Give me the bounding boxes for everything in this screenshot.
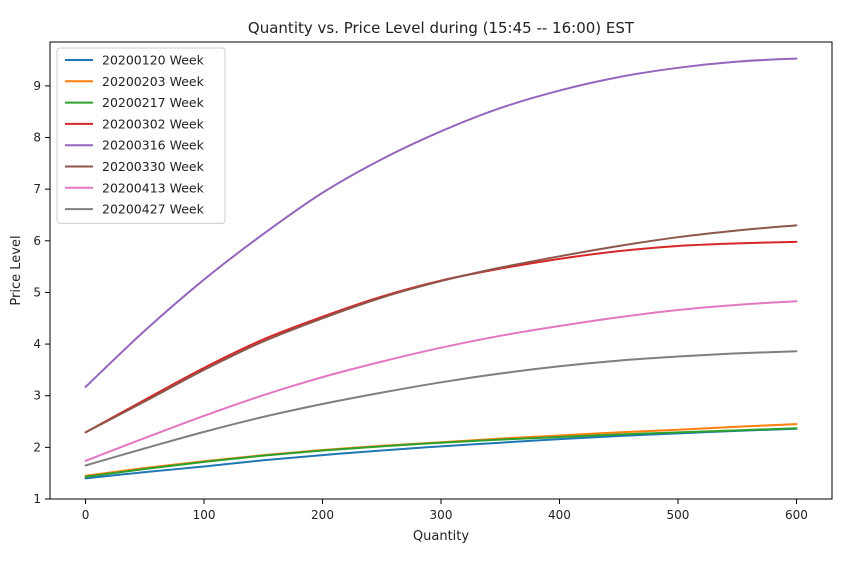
y-tick-label: 4 — [33, 337, 41, 351]
y-tick-label: 7 — [33, 182, 41, 196]
x-tick-label: 600 — [785, 508, 808, 522]
legend-label: 20200427 Week — [102, 202, 205, 217]
y-tick-label: 2 — [33, 440, 41, 454]
x-tick-label: 500 — [667, 508, 690, 522]
x-tick-label: 200 — [311, 508, 334, 522]
x-tick-label: 300 — [430, 508, 453, 522]
y-tick-label: 3 — [33, 389, 41, 403]
legend-label: 20200316 Week — [102, 138, 205, 153]
x-tick-label: 100 — [193, 508, 216, 522]
legend-items: 20200120 Week 20200203 Week 20200217 Week 2… — [65, 53, 205, 217]
y-tick-label: 1 — [33, 492, 41, 506]
axis-ticks: 0 100 200 300 400 500 600 1 2 3 4 5 6 7 8 9 — [33, 79, 808, 522]
series-line-20200217 — [84, 427, 798, 478]
y-axis-title: Price Level — [9, 235, 24, 305]
x-tick-label: 0 — [82, 508, 90, 522]
legend-box — [56, 47, 226, 224]
series-line-20200330 — [84, 224, 798, 434]
legend-label: 20200302 Week — [102, 116, 205, 131]
y-tick-label: 6 — [33, 234, 41, 248]
legend-label: 20200203 Week — [102, 74, 205, 89]
series-line-20200413 — [84, 300, 798, 462]
x-axis-title: Quantity — [413, 529, 469, 544]
series-line-20200316 — [84, 57, 798, 388]
x-tick-label: 400 — [548, 508, 571, 522]
y-tick-label: 8 — [33, 131, 41, 145]
legend-label: 20200120 Week — [102, 53, 205, 68]
chart-title: Quantity vs. Price Level during (15:45 -… — [248, 19, 635, 37]
series-line-20200302 — [84, 240, 798, 434]
series-line-20200120 — [84, 427, 798, 480]
series-line-20200427 — [84, 350, 798, 467]
legend-label: 20200330 Week — [102, 159, 205, 174]
legend-label: 20200217 Week — [102, 95, 205, 110]
legend-label: 20200413 Week — [102, 180, 205, 195]
y-tick-label: 5 — [33, 285, 41, 299]
y-tick-label: 9 — [33, 79, 41, 93]
legend: 20200120 Week 20200203 Week 20200217 Week 2… — [56, 47, 226, 224]
series-layer — [84, 57, 798, 480]
